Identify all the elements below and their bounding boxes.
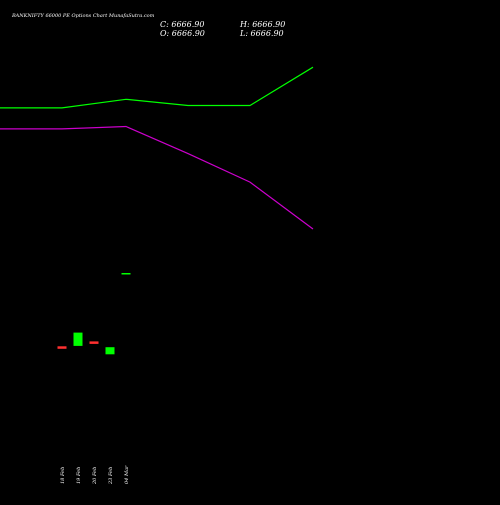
x-axis-ticks: 18 Feb 19 Feb 20 Feb 23 Feb 04 Mar (60, 465, 130, 485)
x-tick-label: 18 Feb (60, 467, 66, 484)
chart-title: BANKNIFTY 66000 PE Options Chart MunafaS… (11, 13, 155, 19)
x-tick-label: 20 Feb (92, 467, 98, 485)
close-value: C: 6666.90 (160, 20, 204, 29)
low-value: L: 6666.90 (239, 29, 284, 38)
lower-band-line (0, 125, 314, 230)
x-tick-label: 04 Mar (124, 465, 130, 484)
bands-layer (0, 66, 314, 230)
candle-3 (89, 341, 99, 344)
x-tick-label: 23 Feb (108, 467, 114, 485)
candles-layer (57, 273, 131, 355)
high-value: H: 6666.90 (239, 20, 285, 29)
candle-5 (121, 273, 131, 275)
candle-1 (57, 346, 67, 349)
candle-4 (105, 347, 115, 355)
x-tick-label: 19 Feb (76, 467, 82, 484)
candle-2 (73, 332, 83, 346)
upper-band-line (0, 66, 314, 109)
open-value: O: 6666.90 (160, 29, 205, 38)
